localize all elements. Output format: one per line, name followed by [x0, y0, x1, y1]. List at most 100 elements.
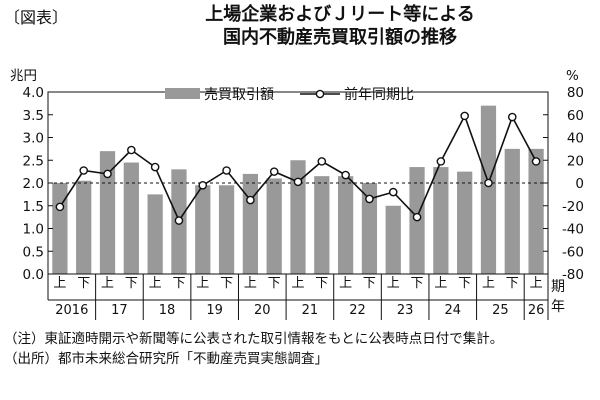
left-axis-unit: 兆円: [10, 68, 37, 84]
half-label: 下: [220, 276, 233, 291]
yoy-point: [507, 112, 517, 122]
bar: [195, 185, 211, 274]
year-label: 18: [159, 303, 176, 318]
year-label: 24: [444, 303, 461, 318]
bar: [385, 205, 401, 274]
yoy-point: [198, 180, 208, 190]
yoy-point: [365, 194, 374, 204]
bar: [338, 176, 354, 274]
legend-bar-swatch: [165, 88, 200, 99]
year-label: 23: [397, 303, 414, 318]
bar: [52, 183, 68, 274]
right-tick-label: -80: [562, 267, 584, 283]
right-tick-label: 0: [575, 176, 584, 192]
yoy-point: [269, 167, 279, 176]
yoy-point: [388, 187, 398, 197]
yoy-point: [127, 145, 136, 155]
yoy-point: [293, 177, 303, 187]
right-tick-label: 80: [567, 85, 584, 101]
left-tick-label: 1.5: [23, 199, 44, 215]
note-row: （注） 東証適時開示や新聞等に公表された取引情報をもとに公表時点日付で集計。: [4, 330, 596, 348]
period-suffix: 期: [551, 279, 565, 295]
half-label: 下: [363, 276, 376, 291]
yoy-point: [150, 162, 160, 172]
half-label: 上: [196, 276, 209, 291]
year-label: 21: [302, 303, 319, 318]
right-tick-label: -40: [562, 222, 584, 238]
left-tick-label: 2.0: [23, 176, 44, 192]
legend-line-label: 前年同期比: [344, 86, 414, 103]
bar: [76, 180, 92, 274]
half-label: 上: [53, 276, 66, 291]
yoy-point: [412, 212, 422, 222]
year-label: 22: [349, 303, 366, 318]
right-tick-label: 60: [567, 108, 584, 124]
bar: [361, 183, 378, 274]
left-tick-label: 4.0: [23, 85, 44, 101]
bar: [528, 148, 544, 274]
yoy-point: [460, 111, 469, 121]
year-label: 2016: [55, 303, 88, 318]
chart-title-line-1: 上場企業およびＪリート等による: [205, 4, 475, 25]
right-tick-label: 20: [567, 153, 584, 169]
half-label: 上: [149, 276, 162, 291]
bar: [314, 176, 330, 274]
source-text: 都市未来総合研究所「不動産売買実態調査」: [58, 351, 328, 367]
half-label: 下: [315, 276, 328, 291]
half-label: 上: [482, 276, 495, 291]
half-label: 上: [530, 276, 543, 291]
year-label: 26: [528, 303, 545, 318]
chart-title-line-2: 国内不動産売買取引額の推移: [223, 27, 457, 48]
left-tick-label: 0.0: [23, 267, 44, 283]
bar: [457, 171, 473, 274]
note-label: （注）: [4, 331, 45, 347]
year-label: 25: [492, 303, 509, 318]
yoy-point: [246, 195, 255, 205]
half-label: 下: [172, 276, 185, 291]
source-row: （出所） 都市未来総合研究所「不動産売買実態調査」: [4, 350, 596, 368]
notes: （注） 東証適時開示や新聞等に公表された取引情報をもとに公表時点日付で集計。 （…: [4, 330, 596, 368]
legend-line-marker: [315, 89, 325, 99]
bar: [218, 185, 235, 274]
yoy-point: [174, 216, 184, 225]
bar: [433, 167, 449, 274]
half-label: 下: [458, 276, 471, 291]
chart: 0.0 0.5 1.0 1.5 2.0 2.5 3.0 3.5 4.0兆円 -80 -60 -40 -2…: [10, 68, 584, 320]
yoy-point: [222, 166, 231, 175]
legend-bar-label: 売買取引額: [204, 87, 274, 103]
left-tick-label: 3.0: [23, 131, 44, 147]
half-label: 下: [411, 276, 424, 291]
bar: [99, 151, 116, 274]
right-tick-label: -60: [562, 244, 584, 260]
bar: [480, 105, 497, 275]
half-label: 上: [387, 276, 400, 291]
yoy-point: [317, 157, 327, 166]
bar: [147, 194, 163, 274]
yoy-point: [484, 178, 493, 188]
bar: [123, 162, 139, 274]
right-axis-unit: %: [566, 68, 579, 84]
half-label: 下: [506, 276, 519, 291]
right-tick-label: -20: [562, 199, 584, 215]
figure-label: 〔図表〕: [4, 8, 69, 27]
year-label: 17: [111, 303, 128, 318]
bar: [266, 178, 282, 274]
note-text: 東証適時開示や新聞等に公表された取引情報をもとに公表時点日付で集計。: [44, 331, 504, 347]
half-label: 上: [339, 276, 352, 291]
half-label: 下: [125, 276, 138, 291]
left-tick-label: 3.5: [23, 108, 44, 124]
left-tick-label: 1.0: [23, 222, 44, 238]
year-label: 19: [206, 303, 223, 318]
half-label: 下: [77, 276, 90, 291]
yoy-point: [103, 169, 112, 179]
half-label: 上: [244, 276, 257, 291]
bar: [504, 148, 520, 274]
left-tick-label: 2.5: [23, 153, 44, 169]
half-label: 上: [291, 276, 304, 291]
bar: [290, 160, 306, 274]
source-label: （出所）: [4, 351, 58, 367]
yoy-point: [55, 202, 65, 212]
year-suffix: 年: [551, 299, 565, 315]
year-label: 20: [254, 303, 271, 318]
yoy-point: [531, 157, 541, 166]
